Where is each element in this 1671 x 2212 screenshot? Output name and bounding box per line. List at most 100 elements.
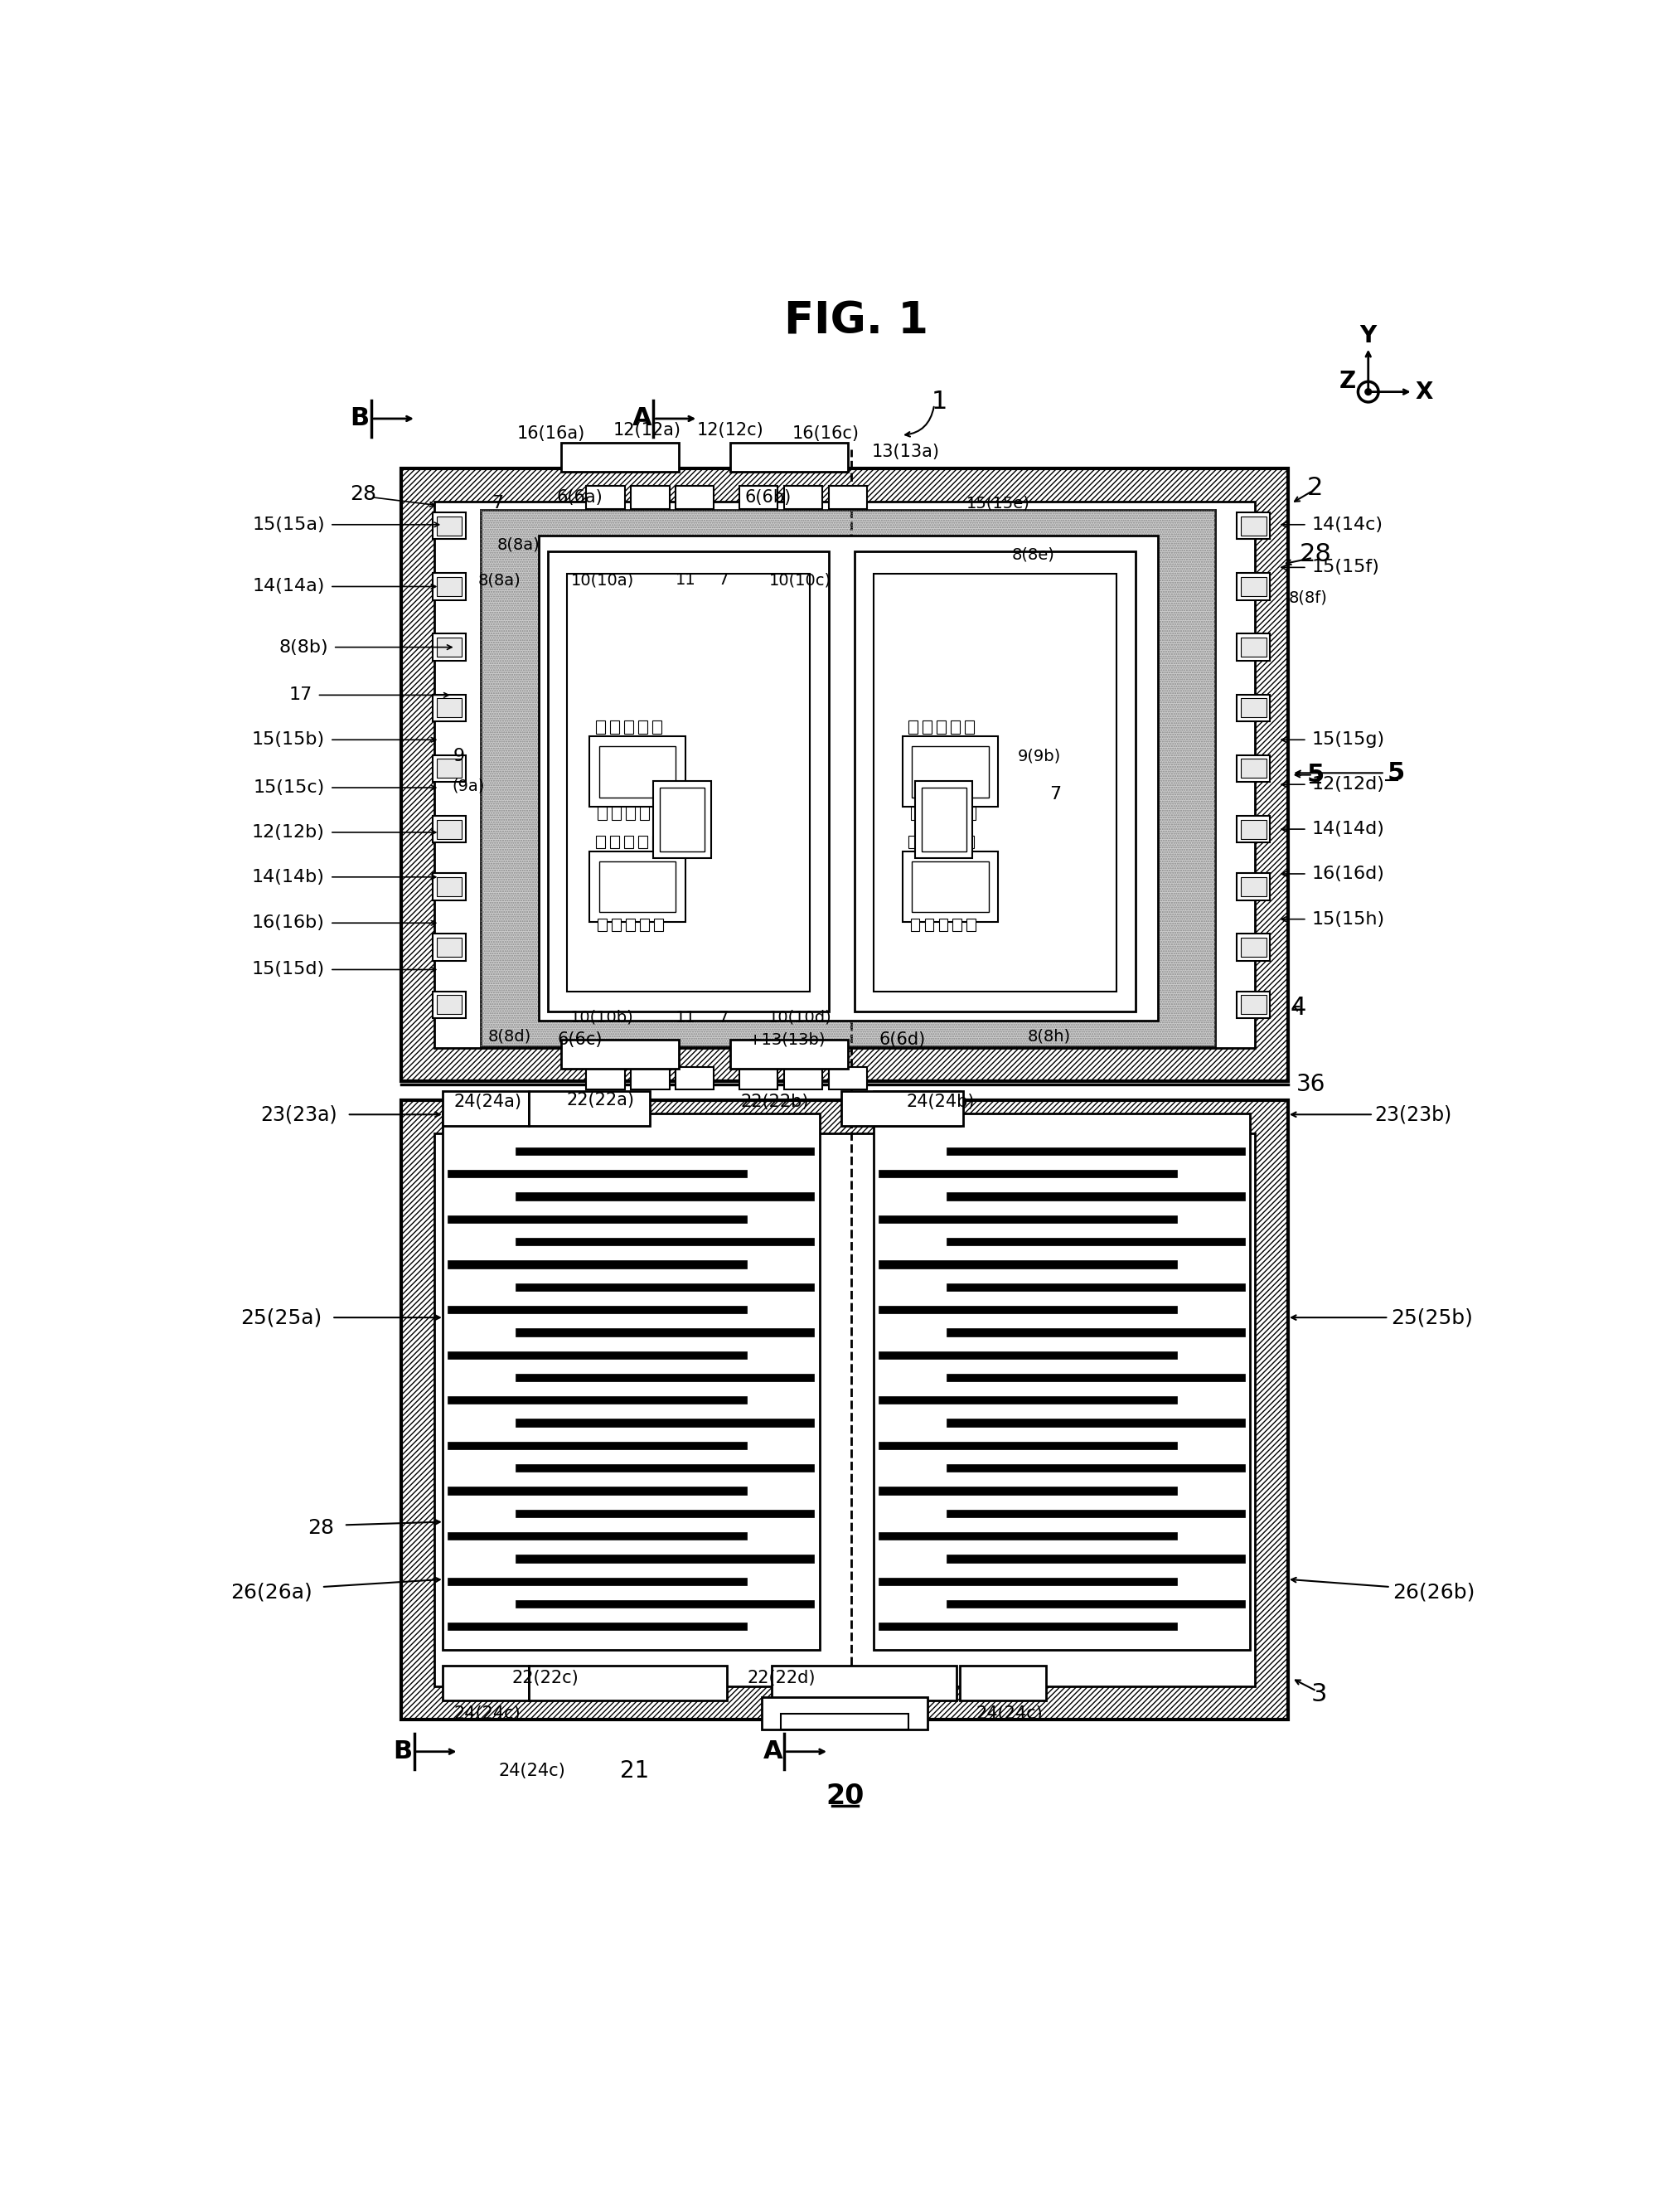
Text: 11: 11 xyxy=(675,573,695,588)
Bar xyxy=(952,918,962,931)
Bar xyxy=(1240,637,1267,657)
Bar xyxy=(627,807,635,821)
Bar xyxy=(433,695,466,721)
Bar xyxy=(443,1091,530,1126)
Text: 17: 17 xyxy=(289,686,312,703)
Bar xyxy=(638,721,647,734)
Text: B: B xyxy=(393,1739,413,1763)
Bar xyxy=(772,1666,956,1701)
Bar xyxy=(740,487,779,509)
Text: 9(9b): 9(9b) xyxy=(1018,748,1061,763)
Text: 20: 20 xyxy=(825,1783,864,1809)
Text: 4: 4 xyxy=(1290,995,1307,1020)
Bar xyxy=(600,860,675,911)
Bar xyxy=(516,1509,814,1517)
Bar xyxy=(627,918,635,931)
Text: 24(24b): 24(24b) xyxy=(906,1093,974,1110)
Bar xyxy=(902,737,998,807)
Bar xyxy=(632,487,670,509)
Text: 11: 11 xyxy=(675,1009,695,1026)
Text: 8(8f): 8(8f) xyxy=(1288,591,1327,606)
Text: Z: Z xyxy=(1340,369,1357,394)
Bar xyxy=(946,1192,1245,1201)
Bar xyxy=(448,1170,747,1177)
Bar xyxy=(443,1113,819,1650)
Bar xyxy=(921,787,966,852)
Bar xyxy=(436,515,461,535)
Text: 10(10c): 10(10c) xyxy=(769,573,832,588)
Bar xyxy=(730,442,849,471)
Text: 1: 1 xyxy=(931,389,947,414)
Bar xyxy=(433,933,466,960)
Text: 15(15c): 15(15c) xyxy=(254,779,324,796)
Bar xyxy=(946,1509,1245,1517)
Bar xyxy=(516,1464,814,1471)
Bar xyxy=(448,1486,747,1495)
Bar xyxy=(854,551,1135,1011)
Bar xyxy=(516,1283,814,1292)
Text: 5: 5 xyxy=(1307,763,1323,787)
Bar xyxy=(937,836,946,847)
Text: 24(24c): 24(24c) xyxy=(498,1763,565,1778)
Text: 24(24a): 24(24a) xyxy=(453,1093,521,1110)
Bar xyxy=(937,721,946,734)
Text: 24(24c): 24(24c) xyxy=(455,1705,521,1721)
Text: 6(6a): 6(6a) xyxy=(556,489,603,507)
Bar xyxy=(879,1170,1178,1177)
Text: 15(15g): 15(15g) xyxy=(1312,732,1385,748)
Bar xyxy=(436,995,461,1015)
Text: 6(6d): 6(6d) xyxy=(879,1031,926,1048)
Bar xyxy=(924,918,934,931)
Bar xyxy=(561,442,678,471)
Text: 10(10d): 10(10d) xyxy=(769,1009,832,1026)
Bar xyxy=(638,836,647,847)
Text: 24(24c): 24(24c) xyxy=(976,1705,1043,1721)
Bar xyxy=(448,1214,747,1223)
Bar xyxy=(946,1418,1245,1427)
Bar xyxy=(1240,876,1267,896)
Text: 14(14b): 14(14b) xyxy=(252,869,324,885)
Text: 2: 2 xyxy=(1307,476,1323,500)
Bar xyxy=(597,836,605,847)
Text: 23(23a): 23(23a) xyxy=(261,1104,338,1124)
Text: 25(25a): 25(25a) xyxy=(241,1307,321,1327)
Bar xyxy=(653,807,663,821)
Text: 7: 7 xyxy=(491,495,503,511)
Bar xyxy=(1240,515,1267,535)
Bar xyxy=(481,511,1215,1046)
Bar xyxy=(946,1148,1245,1155)
Text: 16(16d): 16(16d) xyxy=(1312,865,1385,883)
Circle shape xyxy=(1365,389,1372,396)
Bar xyxy=(909,721,917,734)
Text: Y: Y xyxy=(1360,323,1377,347)
Bar xyxy=(730,1040,849,1068)
Bar xyxy=(623,721,633,734)
Text: 16(16b): 16(16b) xyxy=(252,916,324,931)
Bar xyxy=(879,1533,1178,1540)
Text: 26(26a): 26(26a) xyxy=(231,1582,312,1601)
Bar xyxy=(1237,933,1270,960)
Bar xyxy=(600,745,675,796)
Bar xyxy=(879,1577,1178,1586)
Bar xyxy=(433,754,466,781)
Bar xyxy=(675,1066,714,1091)
Text: (9a): (9a) xyxy=(453,779,485,794)
Text: 23(23b): 23(23b) xyxy=(1375,1104,1452,1124)
Bar xyxy=(1240,577,1267,595)
Bar xyxy=(842,1091,962,1126)
Bar xyxy=(829,487,867,509)
Bar xyxy=(951,836,959,847)
Bar xyxy=(598,807,607,821)
Text: FIG. 1: FIG. 1 xyxy=(784,301,929,343)
Bar xyxy=(780,1714,909,1730)
Bar xyxy=(762,1697,927,1730)
Text: A: A xyxy=(632,407,652,431)
Bar xyxy=(1240,938,1267,958)
Bar xyxy=(879,1261,1178,1267)
Text: 22(22a): 22(22a) xyxy=(566,1093,635,1108)
Bar xyxy=(939,918,947,931)
Bar xyxy=(448,1624,747,1630)
Bar xyxy=(530,1091,650,1126)
Bar xyxy=(587,1066,625,1091)
Text: 6(6c): 6(6c) xyxy=(558,1031,603,1048)
